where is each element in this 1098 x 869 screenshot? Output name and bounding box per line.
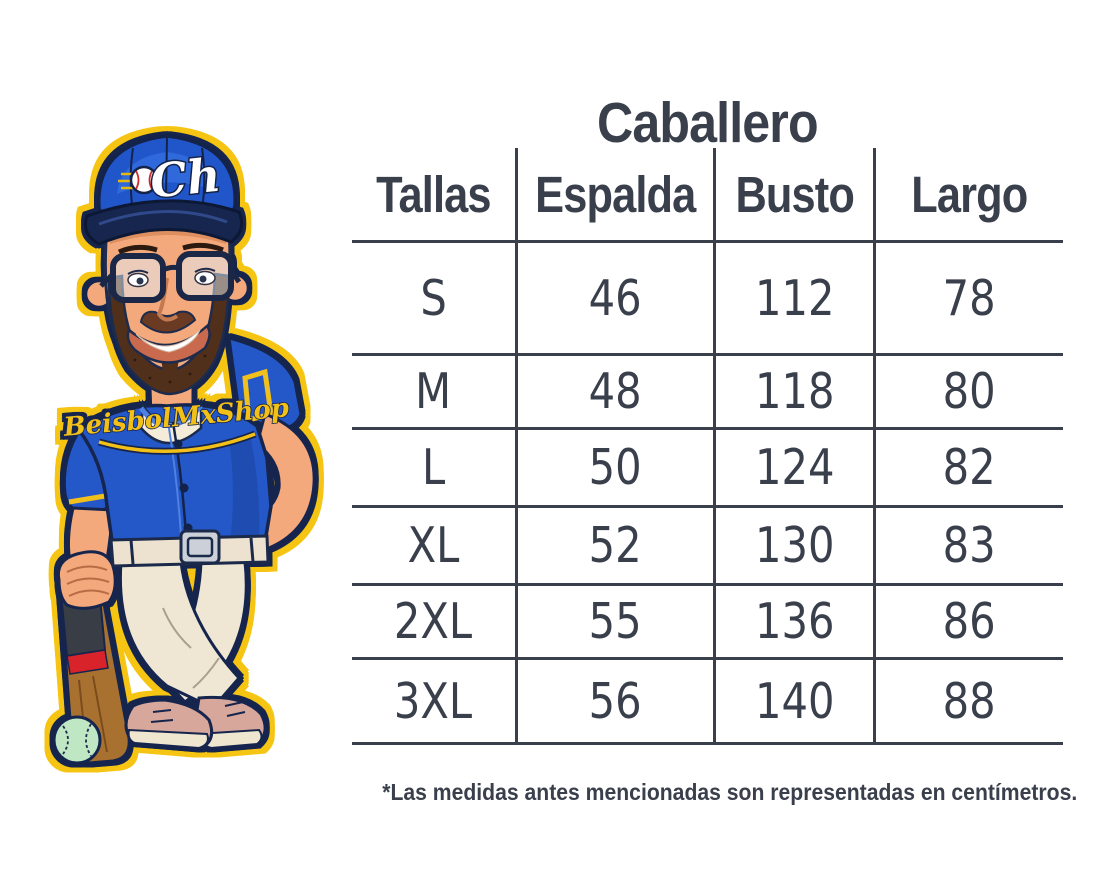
size-row-label: M — [352, 356, 518, 430]
size-cell: 55 — [518, 586, 716, 660]
cap-logo-text: Ch — [148, 148, 223, 209]
mascot-legs — [118, 560, 248, 710]
size-row-label: S — [352, 243, 518, 356]
size-cell: 82 — [876, 430, 1063, 508]
size-row-label: 3XL — [352, 660, 518, 745]
size-cell: 136 — [716, 586, 876, 660]
mascot-illustration: BeisbolMxShop — [52, 134, 316, 765]
size-cell: 130 — [716, 508, 876, 586]
size-row-label: L — [352, 430, 518, 508]
units-footnote: *Las medidas antes mencionadas son repre… — [382, 779, 1078, 805]
column-header-espalda: Espalda — [518, 148, 716, 243]
baseball — [52, 715, 102, 765]
size-cell: 112 — [716, 243, 876, 356]
mustache — [139, 310, 197, 334]
size-cell: 78 — [876, 243, 1063, 356]
size-cell: 83 — [876, 508, 1063, 586]
size-row-label: XL — [352, 508, 518, 586]
belt-buckle — [179, 529, 221, 565]
size-cell: 56 — [518, 660, 716, 745]
size-cell: 52 — [518, 508, 716, 586]
column-header-busto: Busto — [716, 148, 876, 243]
page-title: Caballero — [597, 91, 819, 156]
cap-brim — [84, 199, 244, 246]
size-table: Tallas Espalda Busto Largo S 46 112 78 M… — [352, 148, 1063, 745]
size-cell: 80 — [876, 356, 1063, 430]
mascot-shoes — [124, 695, 267, 750]
size-cell: 88 — [876, 660, 1063, 745]
size-cell: 140 — [716, 660, 876, 745]
mascot-figure: BeisbolMxShop — [52, 134, 316, 765]
eyebrows — [117, 242, 224, 255]
mascot-cap: Ch — [84, 134, 244, 246]
size-row-label: 2XL — [352, 586, 518, 660]
mascot-head: Ch — [84, 134, 250, 396]
mascot-belt — [109, 529, 270, 568]
size-cell: 50 — [518, 430, 716, 508]
size-cell: 86 — [876, 586, 1063, 660]
cap-logo: Ch — [118, 146, 224, 210]
mouth — [126, 324, 211, 364]
size-cell: 46 — [518, 243, 716, 356]
teeth — [135, 329, 201, 353]
size-cell: 124 — [716, 430, 876, 508]
column-header-tallas: Tallas — [352, 148, 518, 243]
eyes — [127, 267, 216, 288]
mascot-left-hand — [56, 550, 117, 610]
column-header-largo: Largo — [876, 148, 1063, 243]
size-cell: 118 — [716, 356, 876, 430]
size-cell: 48 — [518, 356, 716, 430]
